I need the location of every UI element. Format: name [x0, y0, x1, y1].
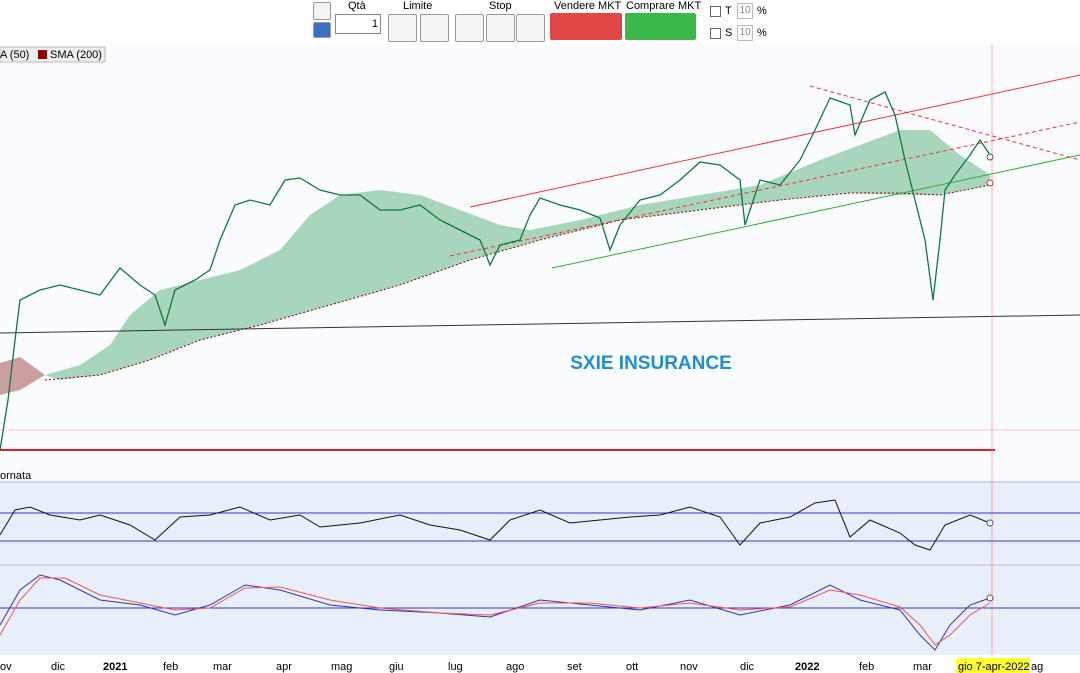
x-tick-label: apr: [276, 661, 292, 673]
x-tick-label: feb: [859, 661, 874, 673]
rsi-line: [0, 499, 991, 551]
marker: [986, 594, 994, 602]
x-tick-label: giu: [389, 661, 404, 673]
cursor-date-box: [956, 658, 1030, 673]
x-tick-label: 2021: [103, 661, 127, 673]
s-unit: %: [757, 27, 767, 39]
legend: [0, 46, 106, 63]
toolbar: Qtà 1 Limite Stop Vendere MKT Comprare M…: [0, 0, 1080, 45]
chart: A (50) SMA (200) SXIE INSURANCE ornata o…: [0, 45, 1080, 673]
legend-swatch: [38, 50, 47, 59]
signal-line: [0, 577, 991, 646]
sell-label: Vendere MKT: [554, 0, 622, 12]
x-tick-label: mar: [213, 661, 232, 673]
qty-input[interactable]: 1: [335, 14, 381, 34]
marker: [986, 153, 994, 161]
legend-sma200: SMA (200): [50, 49, 102, 61]
t-label: T: [725, 5, 732, 17]
t-unit: %: [757, 5, 767, 17]
cursor-date: gio 7-apr-2022: [958, 661, 1030, 673]
qty-label: Qtà: [348, 0, 366, 12]
t-checkbox[interactable]: [710, 6, 721, 17]
stop-button[interactable]: [455, 14, 484, 42]
stop-button[interactable]: [486, 14, 515, 42]
sma-cloud: [0, 130, 990, 380]
stop-button[interactable]: [516, 14, 545, 42]
s-label: S: [725, 27, 733, 39]
x-tick-label: set: [567, 661, 582, 673]
rsi-panel: [0, 482, 1080, 565]
chart-title: SXIE INSURANCE: [570, 353, 732, 374]
sma-cloud-bear: [0, 357, 45, 395]
support-line: [0, 314, 1080, 334]
x-tick-label: ago: [506, 661, 524, 673]
price-line: [0, 91, 991, 451]
buy-button[interactable]: [625, 13, 696, 40]
trend-line: [469, 74, 1080, 208]
stop-label: Stop: [489, 0, 512, 12]
date-axis: ov dic 2021 feb mar apr mag giu lug ago set ott nov d…: [0, 661, 1043, 673]
buy-label: Comprare MKT: [626, 0, 702, 12]
settings-button[interactable]: [313, 2, 331, 20]
keyboard-button[interactable]: [313, 22, 331, 38]
x-tick-label: nov: [680, 661, 698, 673]
x-tick-label: lug: [448, 661, 463, 673]
macd-panel: [0, 565, 1080, 655]
marker: [986, 179, 994, 187]
s-input[interactable]: 10: [737, 25, 753, 41]
sell-button[interactable]: [550, 13, 622, 40]
trend-line: [449, 121, 1080, 257]
x-tick-label: ott: [626, 661, 638, 673]
panel-label: ornata: [0, 470, 32, 482]
s-checkbox[interactable]: [710, 28, 721, 39]
x-tick-label: feb: [163, 661, 178, 673]
x-tick-label: mar: [913, 661, 932, 673]
x-tick-label: mag: [331, 661, 352, 673]
x-tick-label: dic: [740, 661, 755, 673]
x-tick-label: ov: [0, 661, 12, 673]
x-tick-label: dic: [51, 661, 66, 673]
x-tick-label: ag: [1031, 661, 1043, 673]
t-input[interactable]: 10: [737, 3, 753, 19]
limit-label: Limite: [403, 0, 433, 12]
legend-sma50: A (50): [0, 49, 29, 61]
limit-buy-button[interactable]: [388, 14, 417, 42]
marker: [986, 519, 994, 527]
x-tick-label: 2022: [795, 661, 819, 673]
trend-line: [809, 85, 1080, 161]
limit-sell-button[interactable]: [420, 14, 449, 42]
